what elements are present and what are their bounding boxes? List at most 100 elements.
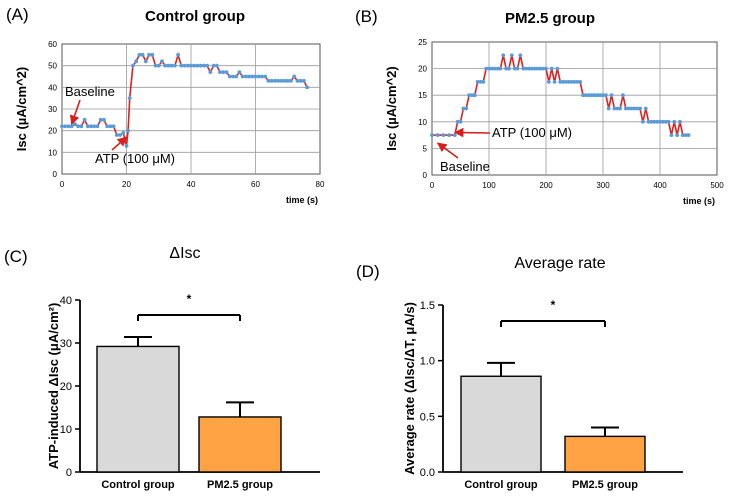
data-point xyxy=(578,80,583,84)
data-point xyxy=(301,78,306,83)
data-point xyxy=(127,96,132,101)
data-point xyxy=(69,124,74,129)
data-point xyxy=(76,124,81,129)
data-point xyxy=(464,106,469,111)
x-tick-label: 60 xyxy=(251,180,260,189)
data-point xyxy=(82,117,87,122)
data-point xyxy=(507,66,511,71)
y-tick-label: 50 xyxy=(48,62,57,71)
data-point xyxy=(612,106,617,111)
data-point xyxy=(89,124,93,129)
y-tick-label: 30 xyxy=(60,338,72,350)
data-point xyxy=(292,74,297,79)
data-point xyxy=(111,124,116,129)
x-tick-label: 0 xyxy=(60,180,65,189)
data-point xyxy=(595,93,600,98)
bar xyxy=(564,435,646,473)
data-point xyxy=(105,124,110,129)
data-point xyxy=(124,143,129,148)
data-point xyxy=(147,52,151,57)
panel-b-label: (B) xyxy=(355,7,378,26)
y-tick-label: 20 xyxy=(60,381,72,393)
data-point xyxy=(176,52,181,57)
y-tick-label: 40 xyxy=(48,83,57,92)
data-point xyxy=(214,63,219,68)
y-tick-label: 30 xyxy=(48,105,57,114)
x-tick-label: 0 xyxy=(430,181,435,190)
data-point xyxy=(163,63,168,68)
annotation-arrow xyxy=(436,142,459,159)
x-tick-label: 20 xyxy=(122,180,131,189)
y-axis-label: ATP-induced ΔIsc (μA/cm²) xyxy=(46,303,61,470)
data-point xyxy=(632,106,637,111)
data-point xyxy=(198,63,203,68)
data-point xyxy=(182,63,187,68)
bar xyxy=(460,375,542,473)
data-point xyxy=(629,106,634,111)
x-tick-label: Control group xyxy=(101,479,175,491)
data-point xyxy=(652,119,657,124)
data-point xyxy=(515,66,520,71)
data-point xyxy=(253,74,258,79)
data-point xyxy=(92,124,97,129)
data-point xyxy=(609,93,614,98)
data-point xyxy=(276,78,280,83)
data-point xyxy=(134,59,139,64)
data-point xyxy=(598,93,603,98)
data-point xyxy=(546,80,551,84)
data-point xyxy=(240,74,245,79)
data-point xyxy=(541,66,546,71)
data-point xyxy=(143,59,148,64)
data-point xyxy=(137,52,142,57)
data-point xyxy=(260,74,264,79)
data-point xyxy=(521,66,526,71)
data-point xyxy=(635,106,640,111)
data-point xyxy=(179,63,184,68)
data-point xyxy=(535,66,540,71)
data-point xyxy=(524,66,528,71)
data-point xyxy=(569,80,574,84)
panel-a: (A) Control group 0 10 20 30 40 50 60 0 20 40 60 80… xyxy=(6,5,325,205)
data-point xyxy=(478,80,483,84)
panel-c-label: (C) xyxy=(4,247,28,266)
data-point xyxy=(211,63,216,68)
data-point xyxy=(487,66,491,71)
panel-b: (B) PM2.5 group 0 5 10 15 20 25 0 100 200 300 400 5… xyxy=(355,7,724,206)
data-point xyxy=(680,133,685,138)
panel-d-label: (D) xyxy=(356,262,380,281)
data-point xyxy=(221,70,226,75)
data-point xyxy=(166,63,171,68)
y-tick-label: 0 xyxy=(66,467,72,479)
panel-a-label: (A) xyxy=(6,5,29,24)
data-point xyxy=(237,70,242,75)
data-point xyxy=(581,93,585,98)
data-point xyxy=(298,78,303,83)
data-point xyxy=(484,66,489,71)
data-point xyxy=(153,63,158,68)
annotation-arrow xyxy=(111,136,128,151)
y-axis-label: Isc (µA/cm^2) xyxy=(14,67,29,151)
data-point xyxy=(195,63,200,68)
y-tick-label: 0 xyxy=(53,170,58,179)
data-point xyxy=(102,117,106,122)
data-point xyxy=(73,122,77,127)
data-point xyxy=(256,74,261,79)
data-point xyxy=(495,66,500,71)
data-point xyxy=(589,93,594,98)
y-tick-label: 25 xyxy=(418,38,427,47)
data-point xyxy=(566,80,571,84)
data-point xyxy=(649,119,654,124)
data-point xyxy=(263,74,268,79)
data-point xyxy=(189,63,193,68)
x-tick-label: PM2.5 group xyxy=(572,479,638,491)
data-point xyxy=(658,119,662,124)
data-point xyxy=(218,70,222,75)
annotation-arrow xyxy=(69,99,81,126)
panel-a-title: Control group xyxy=(145,8,245,25)
data-point xyxy=(435,133,440,138)
panel-d-title: Average rate xyxy=(514,255,605,272)
data-point xyxy=(481,80,486,84)
significance-star: * xyxy=(187,292,192,306)
